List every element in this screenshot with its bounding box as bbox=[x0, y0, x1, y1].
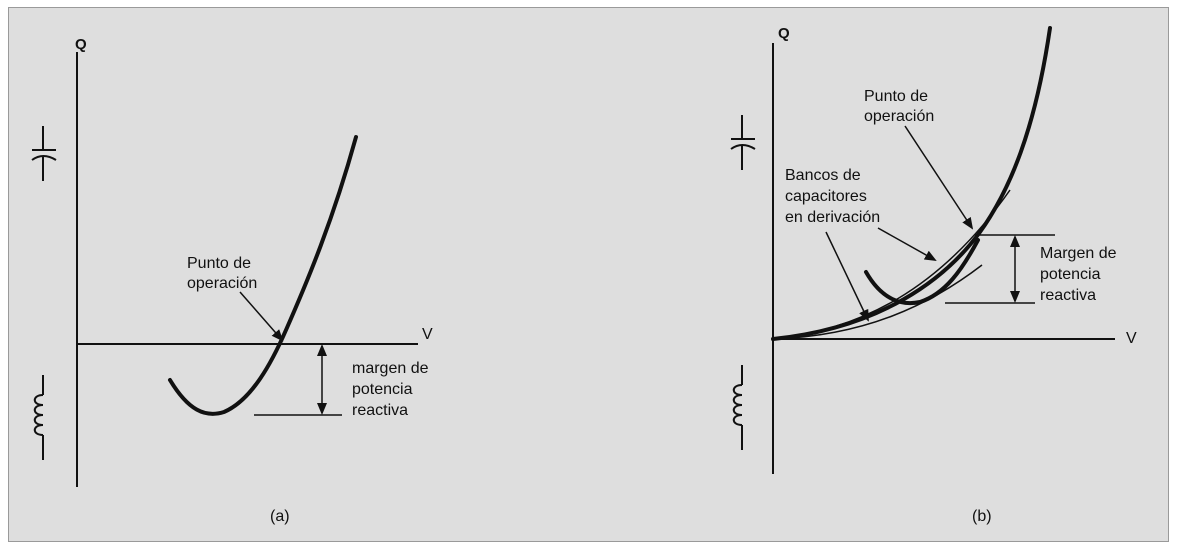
panel-a-operating-point-arrow bbox=[239, 291, 284, 342]
panel-b-capacitor-banks-arrow-2 bbox=[825, 231, 869, 322]
panel-a: Q V Punto de operación margen de p bbox=[31, 36, 433, 525]
panel-b-capacitor-banks-label: Bancos de capacitores en derivación bbox=[785, 167, 880, 226]
panel-b-capacitor-curve-2 bbox=[772, 264, 983, 340]
panel-b-capacitor-banks-arrow-1 bbox=[877, 227, 937, 261]
panel-a-y-axis-label: Q bbox=[75, 36, 87, 53]
panel-b-compensated-curve bbox=[864, 238, 980, 306]
panel-a-margin-label: margen de potencia reactiva bbox=[352, 360, 433, 419]
panel-a-operating-point-label: Punto de operación bbox=[187, 255, 257, 292]
panel-b-y-axis-label: Q bbox=[778, 25, 790, 42]
panel-b: Q V Punto de operación Bancos bbox=[730, 25, 1137, 525]
panel-b-margin-label: Margen de potencia reactiva bbox=[1040, 245, 1121, 304]
inductor-symbol-icon bbox=[732, 365, 743, 450]
panel-a-qv-curve bbox=[168, 135, 358, 416]
panel-b-qv-curve bbox=[771, 26, 1052, 341]
panel-b-x-axis-label: V bbox=[1126, 330, 1137, 347]
panel-b-operating-point-arrow bbox=[904, 125, 974, 230]
panel-a-x-axis-label: V bbox=[422, 326, 433, 343]
panel-b-operating-point-label: Punto de operación bbox=[864, 88, 934, 125]
capacitor-symbol-icon bbox=[31, 126, 57, 181]
capacitor-symbol-icon bbox=[730, 115, 756, 170]
inductor-symbol-icon bbox=[33, 375, 44, 460]
panel-b-caption: (b) bbox=[972, 508, 992, 525]
panel-a-caption: (a) bbox=[270, 508, 290, 525]
figure-frame bbox=[8, 7, 1169, 542]
